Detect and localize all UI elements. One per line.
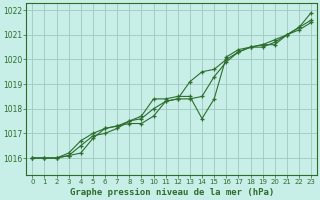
X-axis label: Graphe pression niveau de la mer (hPa): Graphe pression niveau de la mer (hPa) — [69, 188, 274, 197]
